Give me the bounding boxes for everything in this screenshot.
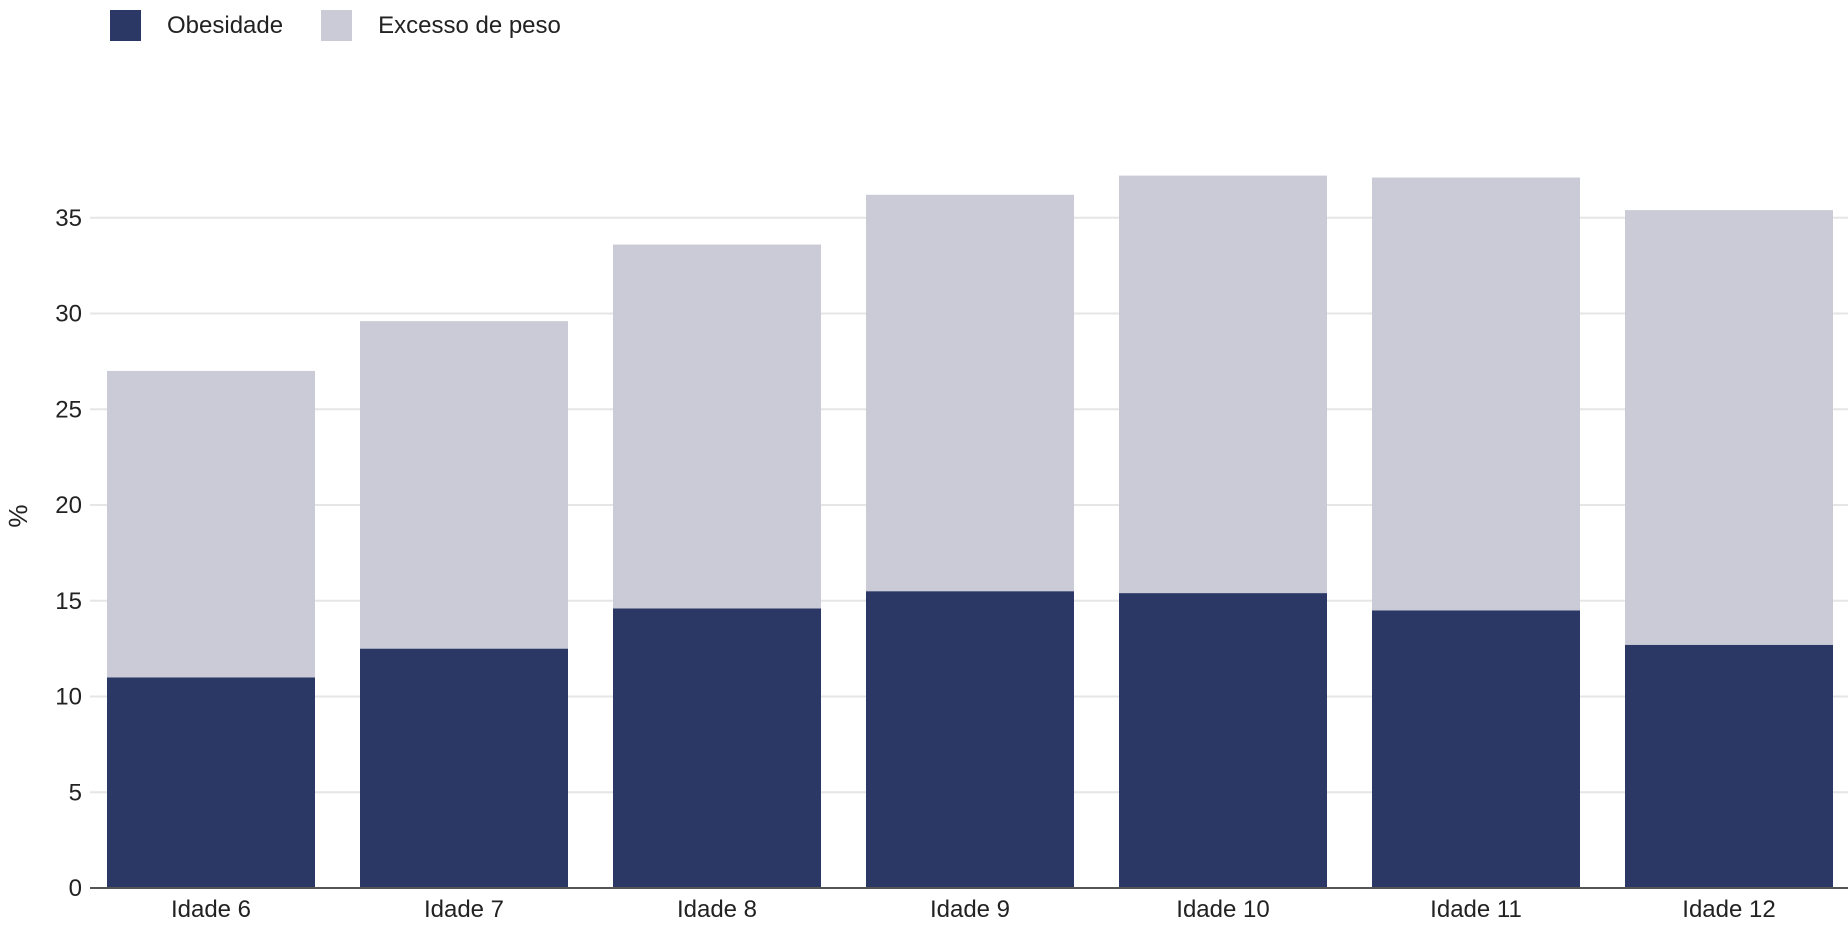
y-tick-label-15: 15	[55, 588, 82, 615]
bar-excesso-de-peso-9	[866, 194, 1074, 592]
legend-swatch-obesidade	[110, 10, 141, 41]
bar-obesidade-8	[613, 608, 821, 888]
bar-obesidade-11	[1372, 610, 1580, 888]
x-axis: Idade 6 Idade 7 Idade 8 Idade 9 Idade 10 Idad…	[90, 887, 1848, 923]
legend-item-obesidade[interactable]: Obesidade	[110, 10, 283, 41]
y-axis-title: %	[3, 504, 33, 527]
bar-obesidade-7	[360, 648, 568, 888]
legend-label-obesidade: Obesidade	[167, 11, 284, 39]
bar-excesso-de-peso-6	[107, 370, 315, 678]
bar-excesso-de-peso-12	[1625, 210, 1833, 645]
legend-item-excesso-de-peso[interactable]: Excesso de peso	[321, 10, 561, 41]
bar-excesso-de-peso-8	[613, 244, 821, 609]
bar-excesso-de-peso-10	[1119, 175, 1327, 594]
bar-obesidade-6	[107, 677, 315, 888]
y-tick-label-25: 25	[55, 396, 82, 423]
x-tick-label-11: Idade 11	[1430, 896, 1522, 923]
y-tick-label-0: 0	[69, 875, 82, 902]
bar-obesidade-10	[1119, 593, 1327, 888]
bar-obesidade-9	[866, 591, 1074, 888]
legend: Obesidade Excesso de peso	[110, 10, 599, 41]
y-tick-label-20: 20	[55, 492, 82, 519]
x-tick-label-6: Idade 6	[171, 896, 251, 923]
legend-label-excesso-de-peso: Excesso de peso	[378, 11, 561, 39]
y-axis: 0 5 10 15 20 25 30 35	[55, 205, 82, 902]
bars	[107, 175, 1833, 888]
x-tick-label-9: Idade 9	[930, 896, 1010, 923]
bar-obesidade-12	[1625, 644, 1833, 888]
x-tick-label-12: Idade 12	[1682, 896, 1775, 923]
y-tick-label-30: 30	[55, 301, 82, 328]
y-tick-label-5: 5	[69, 779, 82, 806]
y-tick-label-35: 35	[55, 205, 82, 232]
bar-excesso-de-peso-7	[360, 321, 568, 649]
bar-excesso-de-peso-11	[1372, 177, 1580, 611]
x-tick-label-8: Idade 8	[677, 896, 757, 923]
y-tick-label-10: 10	[55, 684, 82, 711]
x-tick-label-10: Idade 10	[1176, 896, 1269, 923]
x-tick-label-7: Idade 7	[424, 896, 504, 923]
legend-swatch-excesso-de-peso	[321, 10, 353, 41]
